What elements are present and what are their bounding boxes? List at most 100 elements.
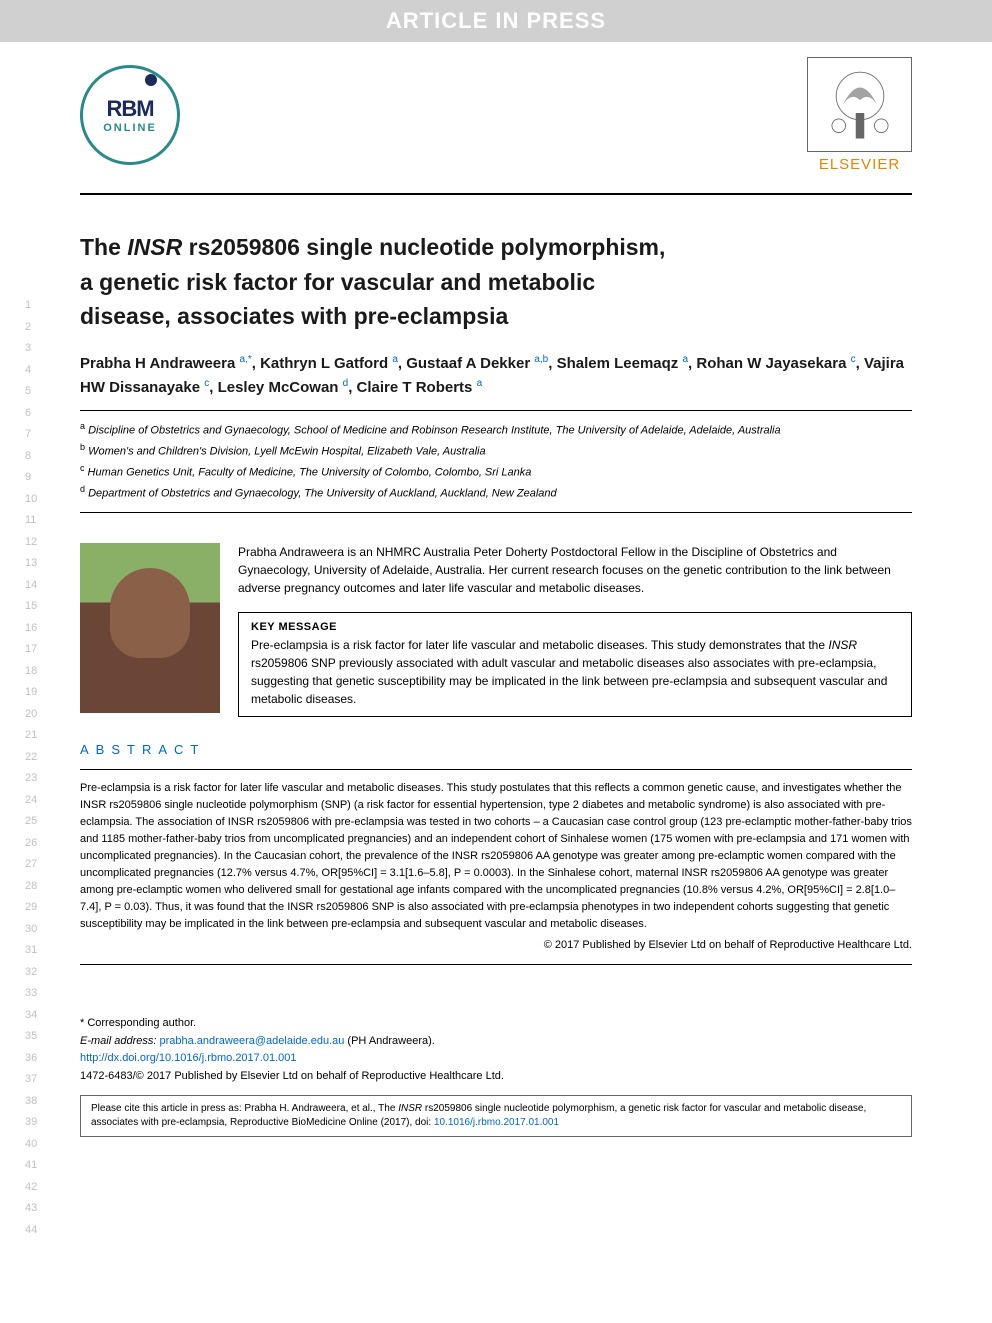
affiliation-sup: d bbox=[80, 484, 85, 494]
line-number: 21 bbox=[25, 730, 37, 741]
bio-content: Prabha Andraweera is an NHMRC Australia … bbox=[238, 543, 912, 717]
author: Kathryn L Gatford a bbox=[260, 355, 398, 372]
page-content: 1234567891011121314151617181920212223242… bbox=[0, 42, 992, 1157]
affiliation-sup: c bbox=[80, 463, 85, 473]
abstract-text: Pre-eclampsia is a risk factor for later… bbox=[80, 769, 912, 965]
email-line: E-mail address: prabha.andraweera@adelai… bbox=[80, 1033, 912, 1051]
elsevier-tree-icon bbox=[807, 57, 912, 152]
author-photo bbox=[80, 543, 220, 713]
affiliation: c Human Genetics Unit, Faculty of Medici… bbox=[80, 461, 912, 482]
line-number: 44 bbox=[25, 1225, 37, 1236]
line-number: 10 bbox=[25, 494, 37, 505]
line-number: 36 bbox=[25, 1053, 37, 1064]
line-numbers: 1234567891011121314151617181920212223242… bbox=[25, 300, 37, 1246]
line-number: 33 bbox=[25, 988, 37, 999]
affiliation: b Women's and Children's Division, Lyell… bbox=[80, 440, 912, 461]
line-number: 34 bbox=[25, 1010, 37, 1021]
line-number: 19 bbox=[25, 687, 37, 698]
authors-list: Prabha H Andraweera a,*, Kathryn L Gatfo… bbox=[80, 352, 912, 400]
author-sup: d bbox=[343, 378, 349, 389]
issn-line: 1472-6483/© 2017 Published by Elsevier L… bbox=[80, 1068, 912, 1086]
author: Gustaaf A Dekker a,b bbox=[406, 355, 548, 372]
abstract-body: Pre-eclampsia is a risk factor for later… bbox=[80, 782, 912, 930]
author-sup: c bbox=[204, 378, 209, 389]
line-number: 22 bbox=[25, 752, 37, 763]
affiliation-sup: a bbox=[80, 421, 85, 431]
line-number: 3 bbox=[25, 343, 37, 354]
line-number: 31 bbox=[25, 945, 37, 956]
line-number: 7 bbox=[25, 429, 37, 440]
line-number: 5 bbox=[25, 386, 37, 397]
line-number: 35 bbox=[25, 1031, 37, 1042]
corresponding-author: * Corresponding author. bbox=[80, 1015, 912, 1033]
citation-doi-link[interactable]: 10.1016/j.rbmo.2017.01.001 bbox=[434, 1117, 559, 1128]
affiliations: a Discipline of Obstetrics and Gynaecolo… bbox=[80, 410, 912, 513]
line-number: 30 bbox=[25, 924, 37, 935]
author: Rohan W Jayasekara c bbox=[696, 355, 855, 372]
line-number: 4 bbox=[25, 365, 37, 376]
line-number: 1 bbox=[25, 300, 37, 311]
bio-section: Prabha Andraweera is an NHMRC Australia … bbox=[80, 543, 912, 717]
line-number: 40 bbox=[25, 1139, 37, 1150]
line-number: 12 bbox=[25, 537, 37, 548]
line-number: 29 bbox=[25, 902, 37, 913]
line-number: 38 bbox=[25, 1096, 37, 1107]
author: Shalem Leemaqz a bbox=[557, 355, 688, 372]
key-message-label: KEY MESSAGE bbox=[251, 621, 899, 633]
line-number: 25 bbox=[25, 816, 37, 827]
rbm-main: RBM bbox=[106, 96, 153, 122]
line-number: 8 bbox=[25, 451, 37, 462]
line-number: 23 bbox=[25, 773, 37, 784]
line-number: 17 bbox=[25, 644, 37, 655]
line-number: 18 bbox=[25, 666, 37, 677]
logos-row: RBM ONLINE ELSEVIER bbox=[80, 42, 912, 195]
elsevier-name: ELSEVIER bbox=[807, 156, 912, 173]
rbm-sub: ONLINE bbox=[103, 122, 157, 134]
line-number: 24 bbox=[25, 795, 37, 806]
author-sup: c bbox=[851, 354, 856, 365]
line-number: 16 bbox=[25, 623, 37, 634]
footer-notes: * Corresponding author. E-mail address: … bbox=[80, 1015, 912, 1085]
line-number: 32 bbox=[25, 967, 37, 978]
in-press-banner: ARTICLE IN PRESS bbox=[0, 0, 992, 42]
affiliation: a Discipline of Obstetrics and Gynaecolo… bbox=[80, 419, 912, 440]
line-number: 14 bbox=[25, 580, 37, 591]
line-number: 28 bbox=[25, 881, 37, 892]
line-number: 42 bbox=[25, 1182, 37, 1193]
abstract-label: ABSTRACT bbox=[80, 742, 912, 757]
email-link[interactable]: prabha.andraweera@adelaide.edu.au bbox=[159, 1035, 344, 1047]
rbm-logo: RBM ONLINE bbox=[80, 65, 180, 165]
author-sup: a,b bbox=[534, 354, 548, 365]
doi-link[interactable]: http://dx.doi.org/10.1016/j.rbmo.2017.01… bbox=[80, 1052, 297, 1064]
key-message-text: Pre-eclampsia is a risk factor for later… bbox=[251, 636, 899, 708]
line-number: 20 bbox=[25, 709, 37, 720]
line-number: 43 bbox=[25, 1203, 37, 1214]
abstract-copyright: © 2017 Published by Elsevier Ltd on beha… bbox=[80, 937, 912, 954]
line-number: 6 bbox=[25, 408, 37, 419]
line-number: 37 bbox=[25, 1074, 37, 1085]
citation-box: Please cite this article in press as: Pr… bbox=[80, 1095, 912, 1137]
line-number: 39 bbox=[25, 1117, 37, 1128]
line-number: 27 bbox=[25, 859, 37, 870]
key-message-box: KEY MESSAGE Pre-eclampsia is a risk fact… bbox=[238, 612, 912, 717]
bio-text: Prabha Andraweera is an NHMRC Australia … bbox=[238, 543, 912, 597]
banner-text: ARTICLE IN PRESS bbox=[386, 8, 606, 34]
line-number: 11 bbox=[25, 515, 37, 526]
logo-dot bbox=[145, 74, 157, 86]
affiliation-sup: b bbox=[80, 442, 85, 452]
author-sup: a bbox=[477, 378, 483, 389]
line-number: 13 bbox=[25, 558, 37, 569]
line-number: 2 bbox=[25, 322, 37, 333]
line-number: 26 bbox=[25, 838, 37, 849]
author: Prabha H Andraweera a,* bbox=[80, 355, 252, 372]
author-sup: a bbox=[392, 354, 398, 365]
author: Lesley McCowan d bbox=[218, 379, 349, 396]
author-sup: a bbox=[682, 354, 688, 365]
author-sup: a,* bbox=[240, 354, 252, 365]
line-number: 9 bbox=[25, 472, 37, 483]
affiliation: d Department of Obstetrics and Gynaecolo… bbox=[80, 482, 912, 503]
article-title: The INSR rs2059806 single nucleotide pol… bbox=[80, 230, 912, 334]
author: Claire T Roberts a bbox=[357, 379, 483, 396]
line-number: 41 bbox=[25, 1160, 37, 1171]
line-number: 15 bbox=[25, 601, 37, 612]
